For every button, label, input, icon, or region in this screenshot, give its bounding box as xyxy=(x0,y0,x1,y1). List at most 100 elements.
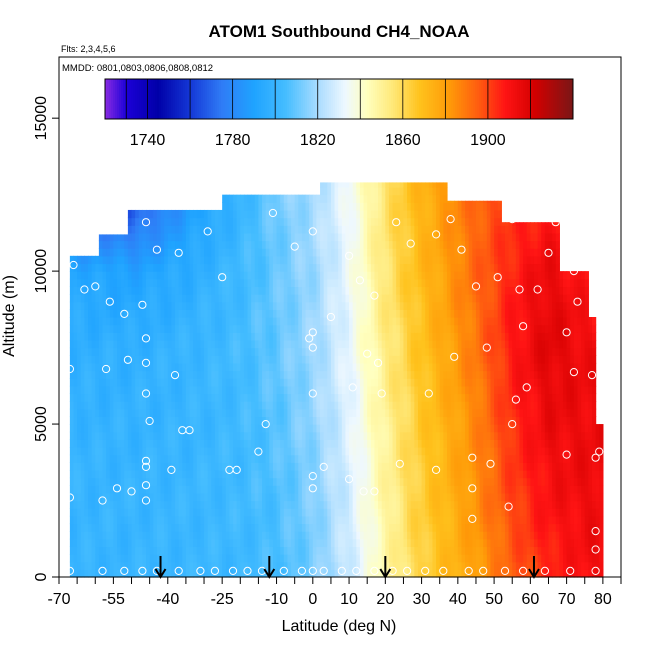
heatmap-cell xyxy=(193,332,198,341)
heatmap-cell xyxy=(414,477,419,486)
heatmap-cell xyxy=(356,500,361,509)
heatmap-cell xyxy=(367,385,372,395)
heatmap-cell xyxy=(327,554,332,563)
heatmap-cell xyxy=(171,378,176,387)
heatmap-cell xyxy=(425,492,430,502)
heatmap-cell xyxy=(124,500,129,509)
heatmap-cell xyxy=(149,217,154,226)
heatmap-cell xyxy=(265,309,270,318)
heatmap-cell xyxy=(254,271,260,280)
heatmap-cell xyxy=(312,385,318,395)
heatmap-cell xyxy=(432,378,437,387)
heatmap-cell xyxy=(323,378,328,387)
heatmap-cell xyxy=(240,278,245,288)
heatmap-cell xyxy=(84,347,89,356)
heatmap-cell xyxy=(301,294,307,303)
heatmap-cell xyxy=(272,332,278,341)
heatmap-cell xyxy=(385,416,390,425)
heatmap-cell xyxy=(417,182,423,188)
heatmap-cell xyxy=(421,355,426,364)
heatmap-cell xyxy=(160,515,165,525)
heatmap-cell xyxy=(287,202,292,211)
heatmap-cell xyxy=(283,225,289,234)
heatmap-cell xyxy=(98,385,104,395)
heatmap-cell xyxy=(305,523,310,532)
heatmap-cell xyxy=(207,370,212,379)
heatmap-cell xyxy=(153,286,158,295)
heatmap-cell xyxy=(254,515,260,525)
heatmap-cell xyxy=(149,492,154,502)
heatmap-cell xyxy=(327,447,332,456)
heatmap-cell xyxy=(338,447,343,456)
heatmap-cell xyxy=(156,309,162,318)
heatmap-cell xyxy=(334,431,339,440)
heatmap-cell xyxy=(436,370,441,379)
heatmap-cell xyxy=(417,217,423,226)
heatmap-cell xyxy=(425,393,430,402)
heatmap-cell xyxy=(254,217,260,226)
heatmap-cell xyxy=(410,263,415,272)
heatmap-cell xyxy=(73,508,78,517)
heatmap-cell xyxy=(193,401,198,410)
heatmap-cell xyxy=(414,469,419,479)
heatmap-cell xyxy=(109,569,114,578)
heatmap-cell xyxy=(298,209,303,219)
heatmap-cell xyxy=(367,485,372,494)
heatmap-cell xyxy=(305,240,310,249)
heatmap-cell xyxy=(323,447,328,456)
heatmap-cell xyxy=(127,469,133,479)
heatmap-cell xyxy=(345,202,350,211)
heatmap-cell xyxy=(113,317,118,326)
heatmap-cell xyxy=(305,317,310,326)
heatmap-cell xyxy=(185,324,191,333)
heatmap-cell xyxy=(363,332,368,341)
heatmap-cell xyxy=(370,339,376,349)
heatmap-cell xyxy=(334,217,339,226)
heatmap-cell xyxy=(356,416,361,425)
heatmap-cell xyxy=(167,278,172,288)
heatmap-cell xyxy=(153,439,158,448)
heatmap-cell xyxy=(218,294,223,303)
heatmap-cell xyxy=(385,454,390,463)
heatmap-cell xyxy=(204,515,209,525)
heatmap-cell xyxy=(381,462,386,471)
heatmap-cell xyxy=(240,469,245,479)
heatmap-cell xyxy=(164,393,169,402)
heatmap-cell xyxy=(396,301,401,310)
heatmap-cell xyxy=(138,500,143,509)
heatmap-cell xyxy=(341,309,347,318)
heatmap-cell xyxy=(222,500,227,509)
heatmap-cell xyxy=(421,209,426,219)
heatmap-cell xyxy=(262,209,267,219)
heatmap-cell xyxy=(410,431,415,440)
heatmap-cell xyxy=(127,401,133,410)
heatmap-cell xyxy=(403,317,408,326)
heatmap-cell xyxy=(138,217,143,226)
heatmap-cell xyxy=(367,332,372,341)
heatmap-cell xyxy=(236,385,241,395)
heatmap-cell xyxy=(153,424,158,433)
heatmap-cell xyxy=(167,554,172,563)
heatmap-cell xyxy=(283,255,289,265)
heatmap-cell xyxy=(193,469,198,479)
heatmap-cell xyxy=(265,217,270,226)
heatmap-cell xyxy=(396,332,401,341)
heatmap-cell xyxy=(262,531,267,540)
heatmap-cell xyxy=(214,301,220,310)
heatmap-cell xyxy=(320,209,325,219)
heatmap-cell xyxy=(247,385,252,395)
heatmap-cell xyxy=(399,347,405,356)
heatmap-cell xyxy=(305,255,310,265)
heatmap-cell xyxy=(272,309,278,318)
heatmap-cell xyxy=(243,569,249,578)
heatmap-cell xyxy=(204,477,209,486)
heatmap-cell xyxy=(196,401,202,410)
heatmap-cell xyxy=(436,301,441,310)
heatmap-cell xyxy=(367,324,372,333)
heatmap-cell xyxy=(312,462,318,471)
heatmap-cell xyxy=(102,500,107,509)
heatmap-cell xyxy=(298,378,303,387)
heatmap-cell xyxy=(283,477,289,486)
heatmap-cell xyxy=(280,286,285,295)
heatmap-cell xyxy=(142,416,147,425)
